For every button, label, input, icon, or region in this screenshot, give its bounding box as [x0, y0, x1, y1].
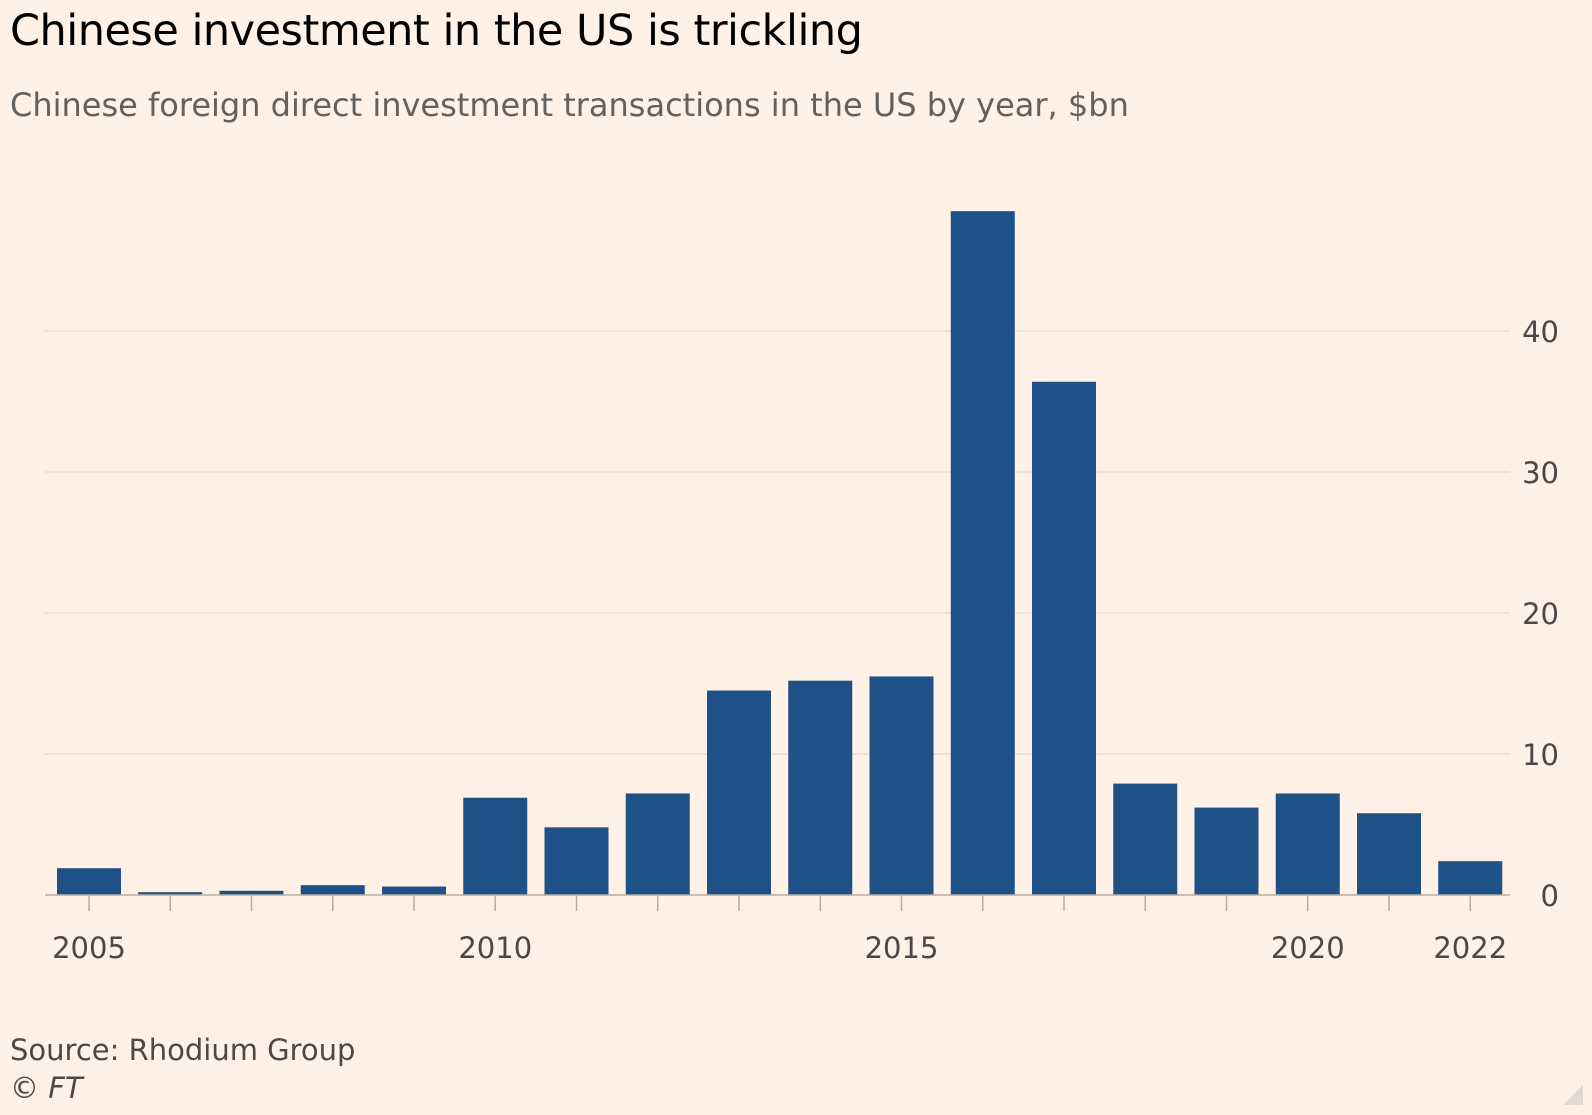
gridlines — [45, 330, 1510, 755]
y-tick-label-10: 10 — [1522, 738, 1559, 772]
bar-2022 — [1438, 861, 1503, 895]
ft-credit: © FT — [10, 1071, 83, 1105]
bar-2017 — [1032, 381, 1096, 895]
bar-2016 — [950, 211, 1015, 895]
bar-2008 — [300, 885, 365, 895]
y-tick-label-30: 30 — [1522, 456, 1559, 490]
bar-2006 — [138, 892, 203, 895]
y-tick-label-0: 0 — [1541, 879, 1559, 913]
bars — [57, 211, 1503, 895]
y-tick-labels: 0 10 20 30 40 — [1522, 315, 1559, 913]
bar-2012 — [625, 793, 690, 895]
y-tick-label-40: 40 — [1522, 315, 1559, 349]
bar-2011 — [544, 827, 609, 895]
x-axis — [45, 894, 1510, 911]
x-tick-label-2010: 2010 — [458, 931, 532, 965]
chart-title: Chinese investment in the US is tricklin… — [10, 6, 863, 56]
source-note: Source: Rhodium Group — [10, 1033, 356, 1067]
bar-2007 — [219, 890, 284, 895]
y-tick-label-20: 20 — [1522, 597, 1559, 631]
bar-2015 — [869, 676, 934, 895]
x-tick-labels: 2005 2010 2015 2020 2022 — [52, 931, 1507, 965]
bar-2019 — [1194, 807, 1259, 895]
chart-subtitle: Chinese foreign direct investment transa… — [10, 86, 1129, 124]
x-tick-label-2020: 2020 — [1271, 931, 1345, 965]
bar-2018 — [1113, 783, 1178, 895]
x-tick-label-2022: 2022 — [1433, 931, 1507, 965]
bar-2013 — [707, 690, 771, 895]
x-tick-label-2005: 2005 — [52, 931, 126, 965]
resize-handle-icon — [1563, 1085, 1583, 1105]
bar-2020 — [1275, 793, 1340, 895]
bar-2021 — [1357, 813, 1421, 895]
bar-2005 — [57, 868, 121, 895]
x-tick-label-2015: 2015 — [865, 931, 939, 965]
bar-2010 — [463, 797, 528, 895]
bar-2014 — [788, 680, 853, 895]
bar-2009 — [382, 886, 446, 895]
